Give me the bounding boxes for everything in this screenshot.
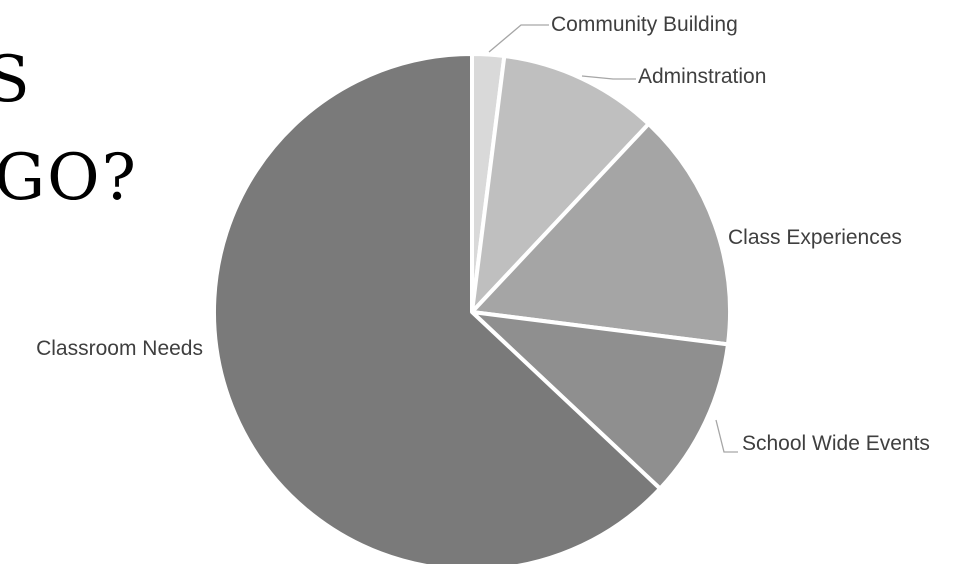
- pie-slices: [212, 51, 732, 564]
- leader-lines: [488, 24, 738, 453]
- leader-line-community-building: [488, 24, 549, 53]
- pie-slice-adminstration: [470, 54, 651, 314]
- slice-label-class-experiences: Class Experiences: [728, 226, 902, 249]
- slice-label-school-wide-events: School Wide Events: [742, 432, 930, 455]
- pie-slice-classroom-needs: [212, 52, 663, 564]
- heading-line-1: S: [0, 43, 32, 117]
- pie-slice-class-experiences: [470, 121, 732, 347]
- slide-heading: S GO?: [0, 0, 220, 240]
- slice-label-classroom-needs: Classroom Needs: [36, 337, 203, 360]
- slice-label-adminstration: Adminstration: [638, 65, 766, 88]
- pie-slice-school-wide-events: [470, 310, 730, 491]
- slice-labels: Community Building Adminstration Class Exp…: [36, 13, 930, 455]
- leader-line-adminstration: [581, 75, 636, 80]
- leader-line-school-wide-events: [715, 419, 738, 453]
- slice-label-community-building: Community Building: [551, 13, 738, 36]
- heading-line-2: GO?: [0, 141, 138, 215]
